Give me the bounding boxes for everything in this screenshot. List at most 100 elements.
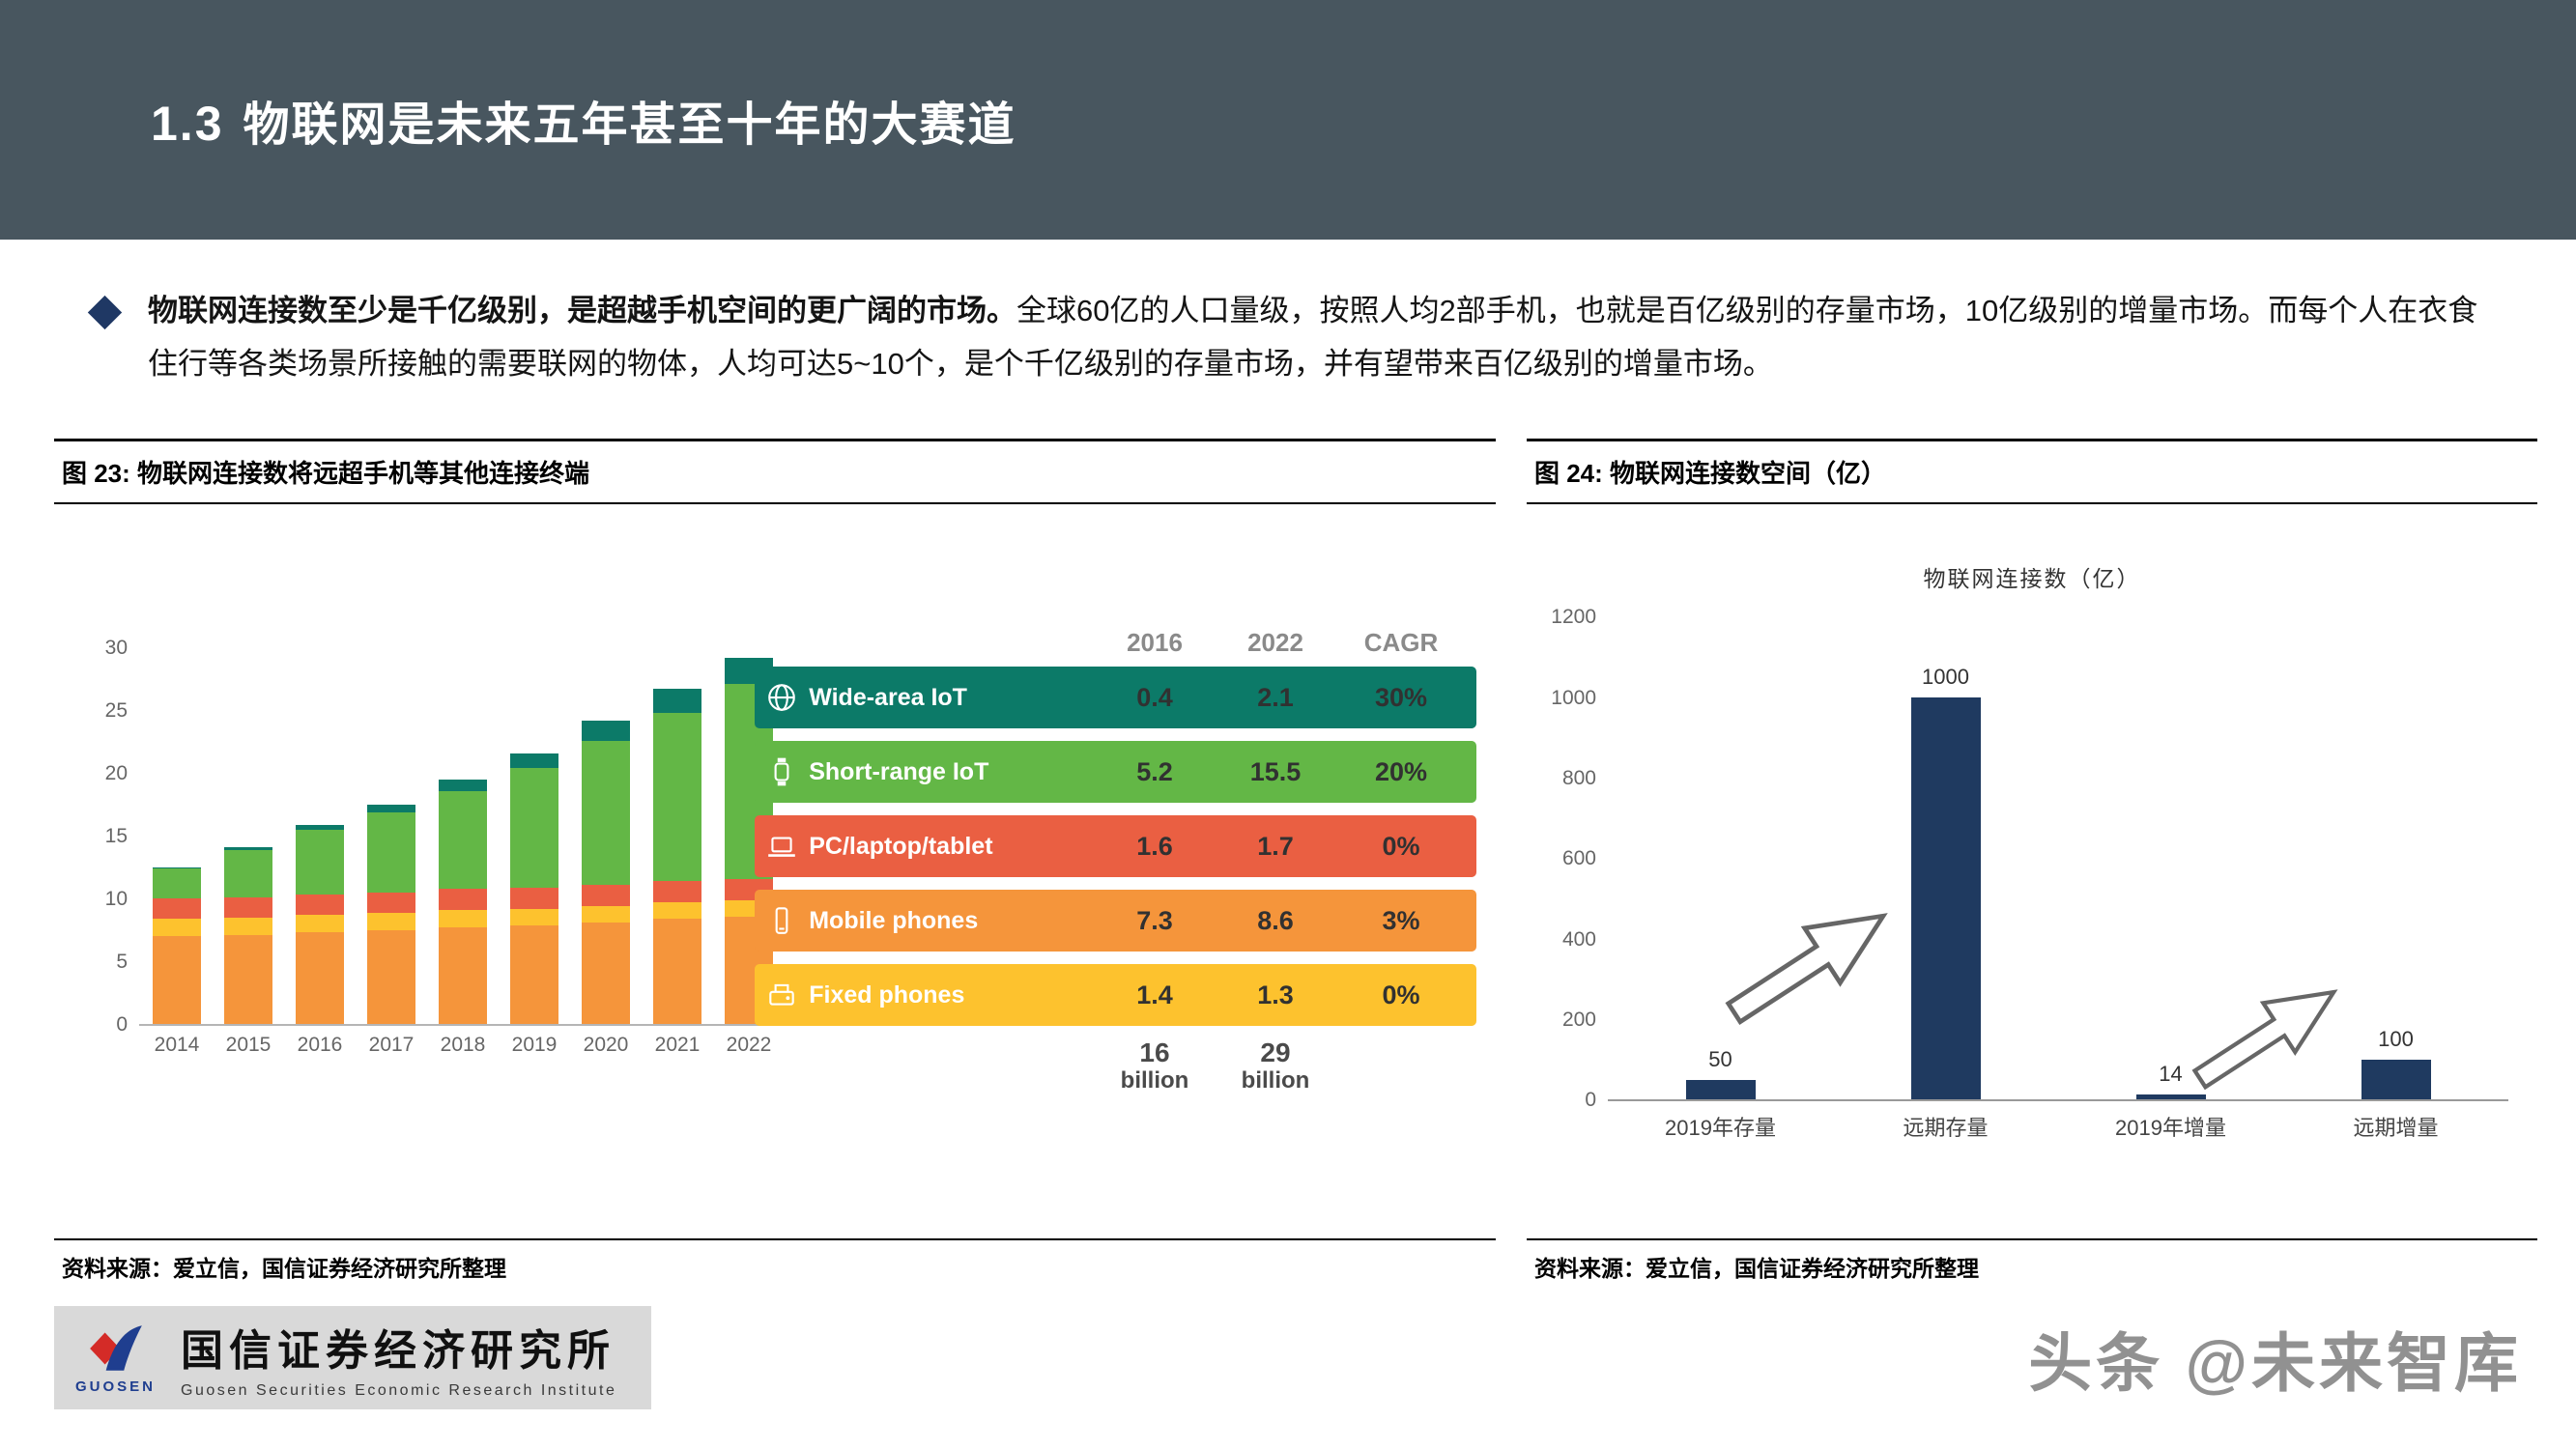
phone-icon [755, 904, 809, 937]
y-tick-label: 5 [116, 951, 128, 974]
y-tick-label: 0 [116, 1013, 128, 1037]
segment-mobile-phones [296, 932, 344, 1025]
stacked-bar-2019 [510, 753, 558, 1025]
y-tick-label: 25 [104, 699, 128, 723]
bar-2019 [2135, 1094, 2206, 1100]
footer: GUOSEN 国信证券经济研究所 Guosen Securities Econo… [54, 1306, 2522, 1410]
x-tick-label: 2018 [440, 1034, 486, 1057]
y-tick-label: 1000 [1551, 686, 1596, 709]
guosen-logo: GUOSEN 国信证券经济研究所 Guosen Securities Econo… [54, 1306, 652, 1410]
left-chart-y-axis: 0 5 10 15 20 25 30 [89, 637, 139, 1036]
x-tick-label: 2014 [154, 1034, 200, 1057]
y-tick-label: 15 [104, 825, 128, 848]
figure-24-caption: 图 24: 物联网连接数空间（亿） [1527, 439, 2537, 505]
segment-fixed-phones [153, 919, 201, 937]
segment-mobile-phones [582, 923, 630, 1025]
value-2016: 7.3 [1136, 905, 1173, 935]
y-tick-label: 10 [104, 888, 128, 911]
value-2016: 5.2 [1136, 756, 1173, 786]
up-trend-arrow [2192, 989, 2338, 1091]
segment-mobile-phones [224, 935, 272, 1025]
value-cagr: 30% [1374, 682, 1427, 712]
y-tick-label: 800 [1561, 767, 1596, 790]
bullet-rest-text: 全球60亿的人口量级，按照人均2部手机，也就是百亿级别的存量市场，10亿级别的增… [148, 294, 2478, 382]
bar-value-label: 100 [2378, 1026, 2414, 1051]
legend-column-header: 2022 [1247, 627, 1303, 657]
x-tick-label: 2015 [225, 1034, 272, 1057]
right-chart-y-axis: 0 200 400 600 800 1000 1200 [1546, 606, 1608, 1111]
x-tick-label: 2019年增量 [2115, 1116, 2226, 1141]
left-chart-plot [139, 649, 779, 1027]
legend-row-label: Fixed phones [809, 980, 965, 1009]
x-tick-label: 远期存量 [1903, 1116, 1989, 1141]
watch-icon [755, 755, 809, 788]
stacked-bar-chart: 0 5 10 15 20 25 30 2014 2015 2016 2017 2018 2019 202… [54, 504, 779, 1238]
segment-pc-laptop-tablet [296, 895, 344, 916]
stacked-bar-2015 [224, 847, 272, 1025]
stacked-bar-2016 [296, 824, 344, 1025]
stacked-bar-2018 [439, 779, 487, 1025]
legend-row-mobile-phones: Mobile phones 7.3 8.6 3% [755, 890, 1476, 952]
bar- [2361, 1059, 2431, 1100]
y-tick-label: 1200 [1551, 606, 1596, 629]
bar-slot-: 100 [2283, 618, 2508, 1100]
legend-table: 2016 2022 CAGR Wide-area IoT 0.4 2.1 30% Short… [731, 504, 1496, 1238]
figures-row: 图 23: 物联网连接数将远超手机等其他连接终端 0 5 10 15 20 25 30 20… [54, 439, 2537, 1291]
segment-pc-laptop-tablet [582, 885, 630, 907]
y-tick-label: 0 [1585, 1089, 1596, 1112]
x-tick-label: 远期增量 [2353, 1116, 2439, 1141]
value-cagr: 3% [1382, 905, 1420, 935]
legend-column-header: 2016 [1127, 627, 1183, 657]
legend-table-rows: Wide-area IoT 0.4 2.1 30% Short-range IoT 5.2… [755, 667, 1476, 1027]
bar-slot-: 1000 [1833, 618, 2058, 1100]
legend-column-header: CAGR [1363, 627, 1439, 657]
segment-fixed-phones [224, 917, 272, 936]
page-title: 1.3 物联网是未来五年甚至十年的大赛道 [0, 86, 1016, 154]
segment-mobile-phones [510, 924, 558, 1025]
left-chart-x-labels: 2014 2015 2016 2017 2018 2019 2020 2021 2022 [139, 1026, 779, 1057]
total-unit: billion [1241, 1067, 1310, 1094]
bar-value-label: 1000 [1922, 664, 1969, 689]
segment-short-range-iot [653, 712, 701, 882]
right-chart-x-labels: 2019年存量 远期存量 2019年增量 远期增量 [1608, 1101, 2508, 1142]
header-bar: 1.3 物联网是未来五年甚至十年的大赛道 [0, 0, 2576, 240]
x-tick-label: 2019年存量 [1665, 1116, 1776, 1141]
guosen-logo-wordmark: GUOSEN [75, 1378, 157, 1396]
bar-value-label: 14 [2159, 1061, 2183, 1086]
segment-pc-laptop-tablet [510, 887, 558, 909]
segment-pc-laptop-tablet [367, 892, 415, 913]
section-number: 1.3 [151, 97, 224, 151]
value-cagr: 20% [1374, 756, 1427, 786]
summary-bullet: 物联网连接数至少是千亿级别，是超越手机空间的更广阔的市场。全球60亿的人口量级，… [87, 284, 2479, 390]
y-tick-label: 200 [1561, 1009, 1596, 1032]
value-2022: 1.3 [1257, 980, 1294, 1009]
segment-short-range-iot [224, 849, 272, 898]
figure-24-source: 资料来源：爱立信，国信证券经济研究所整理 [1527, 1238, 2537, 1291]
bar-slot-2019: 50 [1608, 618, 1833, 1100]
segment-short-range-iot [367, 811, 415, 893]
bar-value-label: 50 [1708, 1046, 1732, 1071]
value-2022: 15.5 [1249, 756, 1302, 786]
segment-mobile-phones [653, 919, 701, 1025]
total-connections: 29 billion [1212, 1038, 1339, 1094]
bullet-diamond-icon [87, 295, 123, 330]
value-2022: 8.6 [1257, 905, 1294, 935]
segment-mobile-phones [439, 927, 487, 1025]
y-tick-label: 30 [104, 637, 128, 660]
x-tick-label: 2017 [368, 1034, 415, 1057]
globe-icon [755, 681, 809, 714]
guosen-logo-mark-icon [89, 1325, 142, 1372]
total-connections: 16 billion [1098, 1038, 1212, 1094]
value-2016: 1.4 [1136, 980, 1173, 1009]
segment-mobile-phones [367, 929, 415, 1025]
segment-short-range-iot [582, 740, 630, 886]
right-chart-title: 物联网连接数（亿） [1923, 566, 2141, 592]
x-tick-label: 2016 [297, 1034, 343, 1057]
figure-24-body: 物联网连接数（亿） 0 200 400 600 800 1000 1200 50 1000 14… [1527, 504, 2537, 1238]
institute-name-en: Guosen Securities Economic Research Inst… [181, 1382, 617, 1400]
bullet-text: 物联网连接数至少是千亿级别，是超越手机空间的更广阔的市场。全球60亿的人口量级，… [148, 284, 2479, 390]
x-tick-label: 2020 [583, 1034, 629, 1057]
segment-short-range-iot [153, 868, 201, 899]
total-unit: billion [1120, 1067, 1189, 1094]
